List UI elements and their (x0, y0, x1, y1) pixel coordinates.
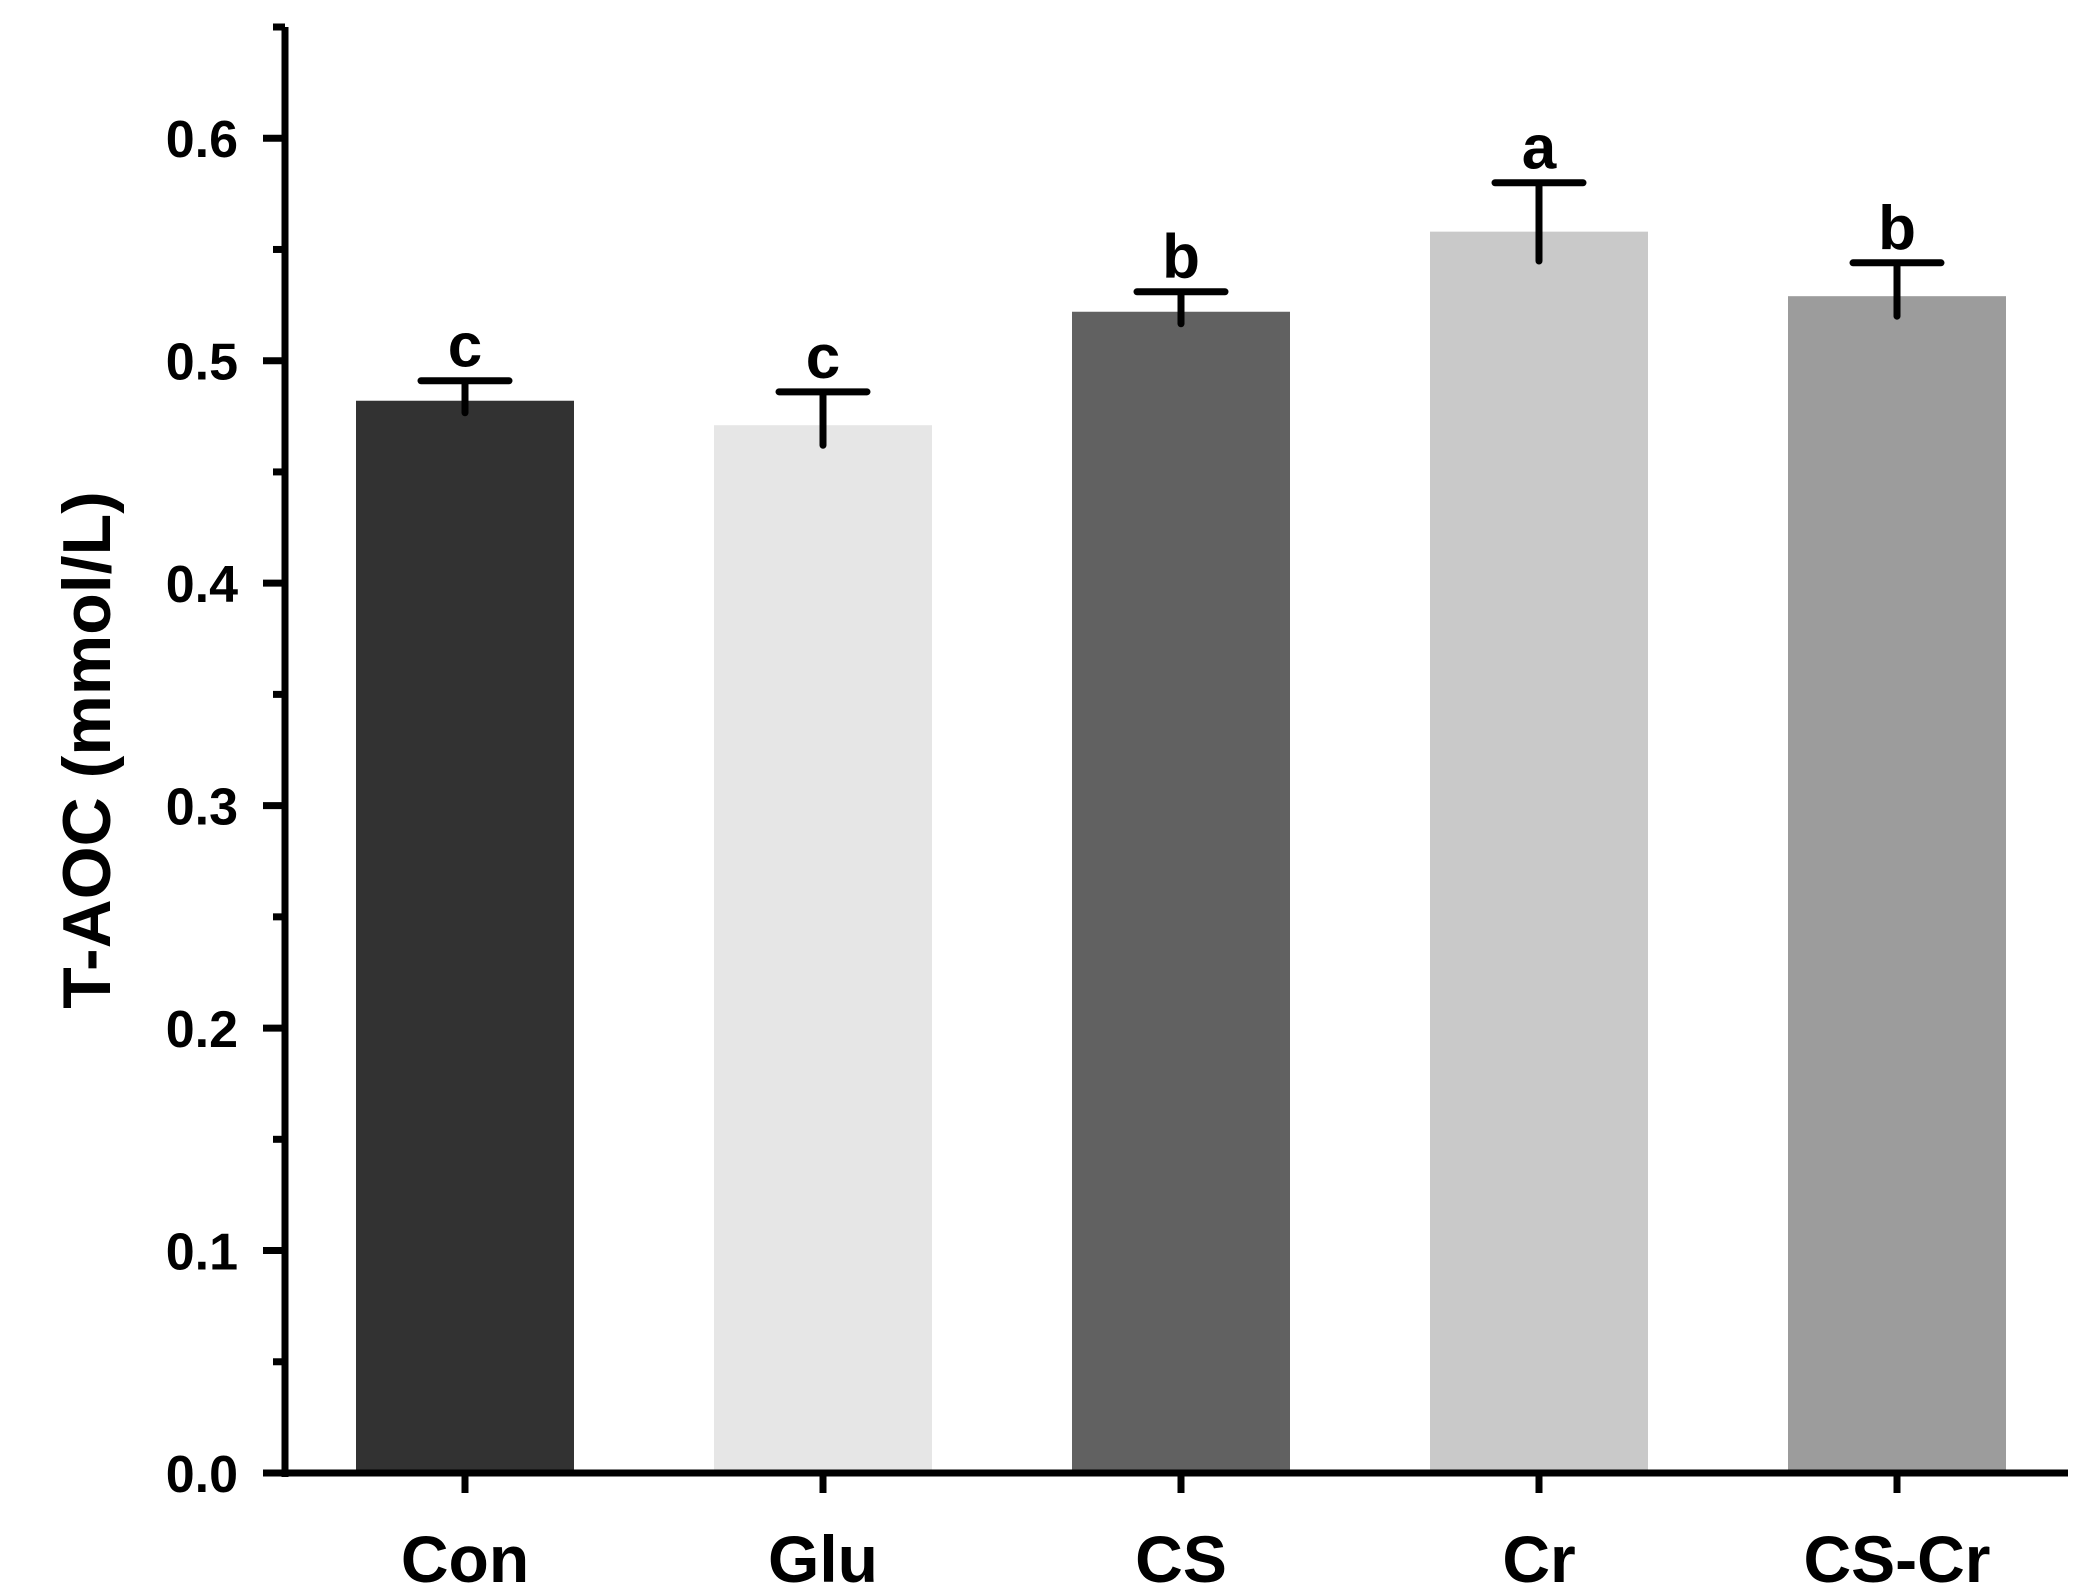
bar-glu (714, 425, 932, 1473)
y-tick-label: 0.4 (166, 556, 238, 614)
y-tick-label: 0.5 (166, 334, 238, 392)
y-axis-title: T-AOC (mmol/L) (49, 491, 125, 1009)
x-tick-label-con: Con (401, 1522, 529, 1584)
significance-label-glu: c (806, 323, 840, 392)
bar-con (356, 400, 574, 1474)
y-tick-label: 0.6 (166, 111, 238, 169)
bar-cs (1072, 311, 1290, 1474)
significance-label-con: c (448, 312, 482, 381)
significance-label-cr: a (1522, 114, 1557, 183)
error-bar-con (417, 377, 513, 417)
error-bar-cs-cr (1849, 259, 1945, 320)
bar-cr (1430, 231, 1648, 1474)
bars-layer (356, 231, 2006, 1474)
error-bars-layer (417, 179, 1945, 449)
axes-layer (281, 27, 2068, 1477)
y-ticks-layer: 0.0 0.1 0.2 0.3 0.4 0.5 0.6 (166, 23, 285, 1504)
bar-cs-cr (1788, 296, 2006, 1473)
x-ticks-layer: Con Glu CS Cr CS-Cr (401, 1473, 1991, 1584)
x-tick-label-cs: CS (1135, 1522, 1227, 1584)
x-tick-label-glu: Glu (768, 1522, 878, 1584)
significance-label-cs-cr: b (1878, 194, 1916, 263)
x-tick-label-cr: Cr (1502, 1522, 1575, 1584)
y-tick-label: 0.1 (166, 1224, 238, 1282)
y-tick-label: 0.0 (166, 1446, 238, 1504)
error-bar-cs (1133, 288, 1229, 328)
significance-labels-layer: c c b a b (448, 114, 1916, 392)
x-tick-label-cs-cr: CS-Cr (1803, 1522, 1990, 1584)
error-bar-glu (775, 388, 871, 449)
significance-label-cs: b (1162, 223, 1200, 292)
y-tick-label: 0.2 (166, 1001, 238, 1059)
y-tick-label: 0.3 (166, 779, 238, 837)
error-bar-cr (1491, 179, 1587, 265)
